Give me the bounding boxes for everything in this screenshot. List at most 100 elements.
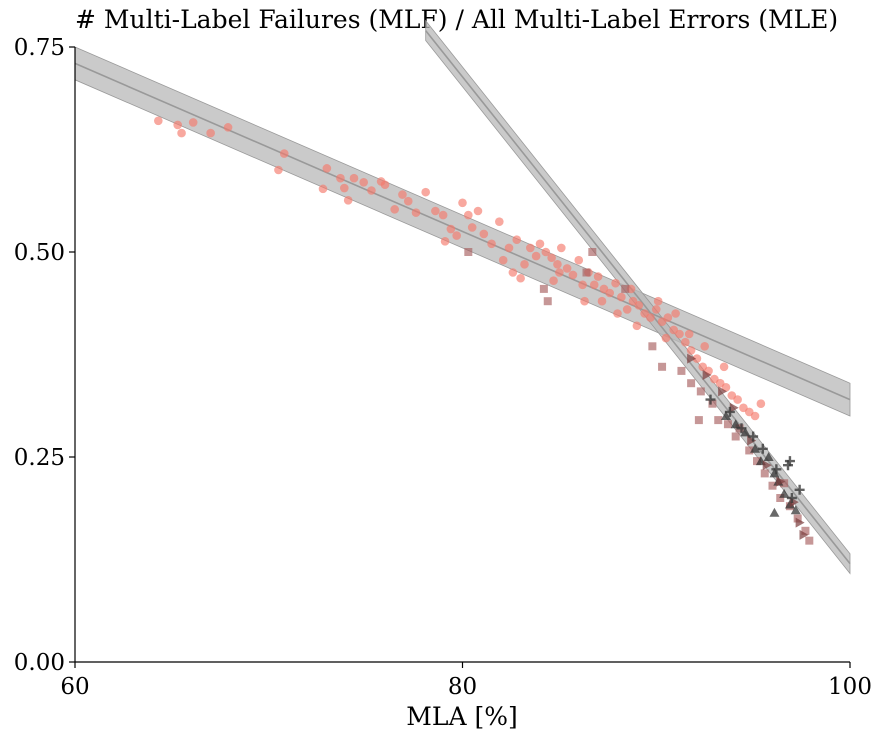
data-point-circles xyxy=(495,217,504,226)
data-point-triangles-right xyxy=(747,435,757,446)
data-point-circles xyxy=(632,321,642,331)
data-point-triangles-up xyxy=(763,452,774,461)
data-point-circles xyxy=(154,116,163,126)
data-point-circles xyxy=(322,164,332,173)
data-point-circles xyxy=(719,362,729,372)
data-point-circles xyxy=(557,243,566,253)
data-point-crosses xyxy=(757,443,768,454)
data-points xyxy=(154,116,814,545)
data-point-circles xyxy=(549,276,558,286)
data-point-squares xyxy=(780,479,789,488)
x-tick-label: 60 xyxy=(60,674,89,700)
data-point-circles xyxy=(605,288,615,298)
data-point-triangles-up xyxy=(740,427,751,437)
data-point-squares xyxy=(745,446,754,455)
data-point-circles xyxy=(274,165,283,175)
data-point-circles xyxy=(526,243,535,253)
data-point-triangles-right xyxy=(776,476,786,487)
data-point-circles xyxy=(516,273,525,283)
data-point-circles xyxy=(721,383,731,392)
data-point-circles xyxy=(756,399,766,409)
data-point-circles xyxy=(671,309,680,318)
data-point-triangles-right xyxy=(762,460,772,471)
data-point-circles xyxy=(611,278,620,288)
data-point-circles xyxy=(553,260,562,269)
data-point-squares xyxy=(731,432,740,441)
data-point-triangles-up xyxy=(730,419,741,429)
data-point-circles xyxy=(343,196,353,205)
data-point-crosses xyxy=(705,394,716,405)
data-point-triangles-up xyxy=(769,507,780,517)
data-point-crosses xyxy=(784,456,795,467)
data-point-squares xyxy=(588,248,597,256)
data-point-circles xyxy=(535,239,545,249)
x-tick-label: 100 xyxy=(828,674,872,700)
data-point-squares xyxy=(677,366,686,375)
data-point-triangles-right xyxy=(718,386,728,397)
data-point-circles xyxy=(580,296,589,306)
y-tick-label: 0.25 xyxy=(14,445,65,471)
data-point-triangles-right xyxy=(687,353,697,364)
data-point-circles xyxy=(692,354,702,363)
data-point-circles xyxy=(574,255,584,265)
data-point-circles xyxy=(380,180,390,190)
data-point-crosses xyxy=(786,493,797,503)
data-point-squares xyxy=(805,536,814,545)
data-point-squares xyxy=(539,284,548,293)
data-point-squares xyxy=(464,248,473,256)
data-point-squares xyxy=(543,297,552,306)
data-point-circles xyxy=(487,239,496,249)
data-point-circles xyxy=(421,187,430,197)
data-point-circles xyxy=(653,296,663,306)
data-point-circles xyxy=(589,280,599,290)
data-point-squares xyxy=(658,362,667,371)
data-point-circles xyxy=(541,247,551,257)
data-point-squares xyxy=(708,399,717,408)
data-point-circles xyxy=(508,268,518,277)
x-axis-label: MLA [%] xyxy=(406,702,517,731)
data-point-triangles-right xyxy=(799,529,809,540)
chart-title: # Multi-Label Failures (MLF) / All Multi… xyxy=(75,5,838,34)
data-point-squares xyxy=(648,342,657,351)
data-point-circles xyxy=(684,329,694,339)
data-point-crosses xyxy=(736,423,747,434)
y-tick-label: 0.50 xyxy=(14,240,65,266)
data-point-circles xyxy=(686,346,696,355)
data-point-circles xyxy=(359,178,368,187)
data-point-squares xyxy=(582,268,591,277)
data-point-circles xyxy=(531,251,541,261)
data-point-triangles-up xyxy=(721,411,731,420)
data-point-squares xyxy=(753,457,761,466)
data-point-squares xyxy=(768,481,777,490)
data-point-squares xyxy=(621,284,630,293)
data-point-circles xyxy=(555,268,564,277)
data-point-circles xyxy=(458,198,467,208)
data-point-triangles-up xyxy=(769,468,780,478)
data-point-squares xyxy=(793,514,802,523)
data-point-circles xyxy=(578,280,587,290)
data-point-circles xyxy=(206,128,215,138)
data-point-circles xyxy=(479,229,489,239)
data-point-circles xyxy=(663,313,673,322)
data-point-circles xyxy=(173,120,182,130)
y-axis-ticks: 0.00 0.25 0.50 0.75 xyxy=(14,35,75,676)
data-point-squares xyxy=(760,469,769,478)
data-point-circles xyxy=(446,224,456,234)
data-point-triangles-right xyxy=(795,517,805,528)
data-point-circles xyxy=(733,395,742,404)
fit-steep-line xyxy=(425,30,851,565)
data-point-circles xyxy=(340,183,349,193)
data-point-circles xyxy=(440,237,450,246)
data-point-circles xyxy=(411,208,421,217)
fit-bands xyxy=(74,19,851,575)
data-point-squares xyxy=(687,379,696,388)
data-point-circles xyxy=(398,190,407,199)
data-point-crosses xyxy=(794,484,805,495)
data-point-crosses xyxy=(724,406,735,417)
data-point-circles xyxy=(597,296,607,306)
data-point-squares xyxy=(776,494,785,502)
data-point-circles xyxy=(634,301,644,310)
data-point-circles xyxy=(613,309,622,318)
data-point-circles xyxy=(661,333,671,343)
